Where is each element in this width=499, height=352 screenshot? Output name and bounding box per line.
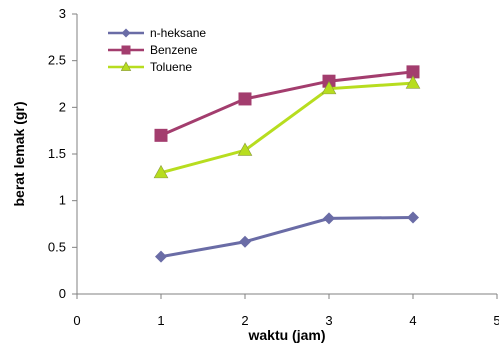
- x-tick-label: 1: [157, 313, 164, 328]
- legend-label: n-heksane: [150, 26, 206, 40]
- x-tick-label: 3: [325, 313, 332, 328]
- x-tick-label: 5: [493, 313, 499, 328]
- data-point: [321, 80, 337, 95]
- x-tick-label: 2: [241, 313, 248, 328]
- y-tick-label: 0.5: [48, 239, 66, 254]
- data-point: [238, 92, 252, 106]
- legend-marker: [121, 28, 131, 38]
- y-tick-label: 1: [59, 193, 66, 208]
- y-axis-title: berat lemak (gr): [11, 101, 27, 206]
- data-point: [153, 164, 169, 179]
- y-tick-label: 0: [59, 286, 66, 301]
- data-point: [237, 142, 253, 156]
- data-point: [155, 250, 167, 263]
- y-tick-label: 3: [59, 6, 66, 21]
- legend-label: Benzene: [150, 43, 198, 57]
- data-point: [239, 235, 251, 248]
- legend-marker: [121, 45, 131, 55]
- data-point: [405, 75, 421, 89]
- x-tick-label: 4: [409, 313, 416, 328]
- y-tick-label: 1.5: [48, 146, 66, 161]
- series-line: [160, 70, 414, 137]
- x-tick-label: 0: [73, 313, 80, 328]
- data-point: [406, 65, 420, 79]
- x-axis-title: waktu (jam): [247, 327, 325, 343]
- legend: n-heksane Benzene Toluene: [108, 26, 206, 74]
- axes: 0 0.5 1 1.5 2 2.5 3 0 1 2 3 4 5: [48, 6, 499, 328]
- y-tick-label: 2: [59, 99, 66, 114]
- data-point: [323, 212, 335, 225]
- legend-label: Toluene: [150, 60, 192, 74]
- data-point: [407, 211, 419, 224]
- y-tick-label: 2.5: [48, 53, 66, 68]
- series-group: [153, 65, 421, 263]
- series-line: [160, 81, 414, 175]
- series-line: [160, 215, 414, 259]
- data-point: [154, 128, 168, 142]
- legend-marker: [120, 61, 132, 71]
